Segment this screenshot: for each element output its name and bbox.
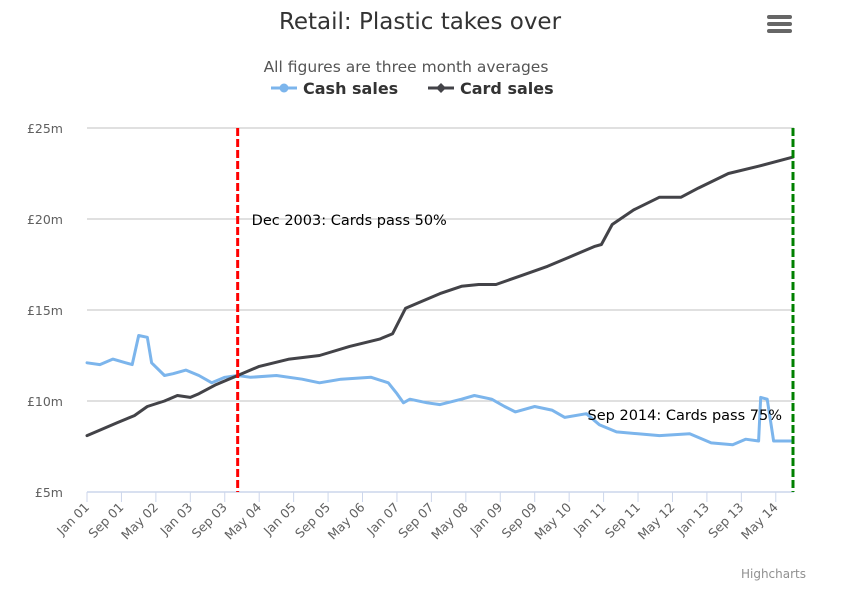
plot-lines: Dec 2003: Cards pass 50% Sep 2014: Cards … <box>236 128 795 492</box>
legend-cash-label[interactable]: Cash sales <box>303 79 398 98</box>
x-tick-label: May 06 <box>325 499 368 542</box>
x-tick-label: May 12 <box>635 500 678 543</box>
legend-item-cash[interactable]: Cash sales <box>271 79 398 98</box>
diamond-marker-icon <box>436 83 446 93</box>
x-tick-label: May 14 <box>738 499 781 542</box>
credits-link[interactable]: Highcharts <box>741 567 806 581</box>
x-tick-label: May 04 <box>221 499 264 542</box>
x-tick-label: May 02 <box>118 500 161 543</box>
chart-title: Retail: Plastic takes over <box>279 9 562 35</box>
hamburger-menu-icon[interactable] <box>767 15 792 33</box>
card-sales-line <box>85 155 795 438</box>
menu-button[interactable] <box>760 8 798 40</box>
y-tick-label: £10m <box>27 394 63 409</box>
cash-sales-line <box>85 334 795 447</box>
x-tick-label: May 08 <box>428 499 471 542</box>
menu-bar-top <box>767 15 792 19</box>
menu-bar-middle <box>767 22 792 26</box>
series-lines <box>85 155 795 447</box>
y-tick-label: £5m <box>35 485 63 500</box>
legend: Cash sales Card sales <box>271 79 554 98</box>
menu-bar-bottom <box>767 29 792 33</box>
y-tick-label: £15m <box>27 303 63 318</box>
circle-marker-icon <box>279 83 289 93</box>
y-tick-label: £25m <box>27 121 63 136</box>
chart-subtitle: All figures are three month averages <box>264 58 549 76</box>
y-axis-labels: £5m £10m £15m £20m £25m <box>27 121 63 500</box>
plotline-label-cards-75: Sep 2014: Cards pass 75% <box>588 408 782 424</box>
legend-item-card[interactable]: Card sales <box>428 79 554 98</box>
grid-lines <box>87 127 794 402</box>
y-tick-label: £20m <box>27 212 63 227</box>
plotline-label-cards-50: Dec 2003: Cards pass 50% <box>252 213 447 229</box>
legend-card-label[interactable]: Card sales <box>460 79 554 98</box>
x-tick-label: May 10 <box>531 499 574 542</box>
